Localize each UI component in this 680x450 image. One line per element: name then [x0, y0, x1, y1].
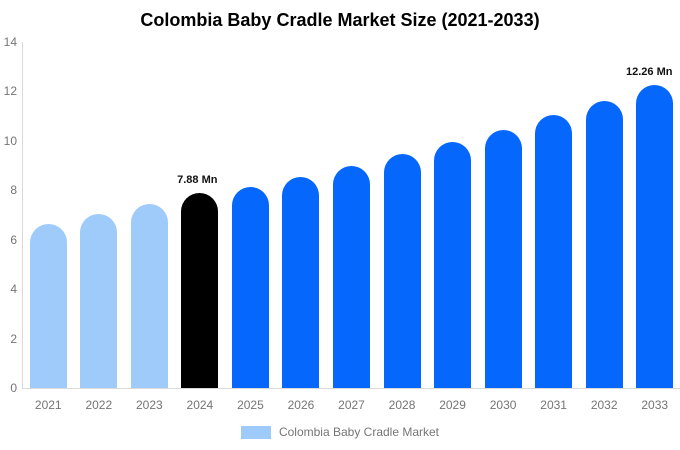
y-axis-line — [22, 42, 23, 388]
x-tick-2027: 2027 — [338, 398, 365, 412]
x-tick-2030: 2030 — [489, 398, 517, 412]
x-tick-2033: 2033 — [641, 398, 669, 412]
bar-2027[interactable] — [333, 165, 370, 388]
y-tick-2: 2 — [10, 331, 17, 346]
y-tick-0: 0 — [10, 381, 17, 395]
x-tick-2032: 2032 — [590, 398, 618, 412]
x-tick-2029: 2029 — [439, 398, 466, 412]
x-tick-2026: 2026 — [287, 398, 315, 412]
legend[interactable]: Colombia Baby Cradle Market — [0, 425, 680, 439]
bar-2032[interactable] — [585, 101, 623, 388]
bar-2022[interactable] — [80, 213, 118, 388]
x-tick-2021: 2021 — [34, 398, 62, 412]
data-label-2024: 7.88 Mn — [177, 174, 218, 187]
y-tick-14: 14 — [3, 35, 17, 49]
x-axis-line — [22, 388, 680, 389]
bar-2021[interactable] — [29, 223, 67, 388]
x-tick-2024: 2024 — [186, 398, 214, 412]
bar-2026[interactable] — [282, 176, 320, 388]
x-tick-2022: 2022 — [85, 398, 113, 412]
y-tick-10: 10 — [3, 133, 17, 148]
bar-2031[interactable] — [535, 114, 573, 388]
legend-swatch-icon — [240, 425, 271, 439]
x-tick-2025: 2025 — [237, 398, 264, 412]
bar-2025[interactable] — [231, 186, 269, 388]
bar-2033[interactable] — [636, 85, 674, 388]
bar-2023[interactable] — [130, 203, 168, 388]
x-tick-2028: 2028 — [388, 398, 416, 412]
x-tick-2031: 2031 — [540, 398, 567, 412]
y-tick-8: 8 — [10, 183, 17, 198]
y-tick-12: 12 — [3, 84, 17, 99]
bar-2028[interactable] — [383, 154, 421, 388]
y-tick-4: 4 — [10, 282, 17, 297]
bar-2030[interactable] — [484, 129, 522, 388]
legend-label: Colombia Baby Cradle Market — [278, 425, 440, 439]
x-tick-2023: 2023 — [135, 398, 163, 412]
data-label-2033: 12.26 Mn — [626, 66, 673, 78]
bar-2024[interactable] — [181, 193, 219, 388]
y-tick-6: 6 — [10, 232, 17, 247]
chart-title: Colombia Baby Cradle Market Size (2021-2… — [140, 10, 540, 30]
bar-2029[interactable] — [434, 142, 472, 388]
